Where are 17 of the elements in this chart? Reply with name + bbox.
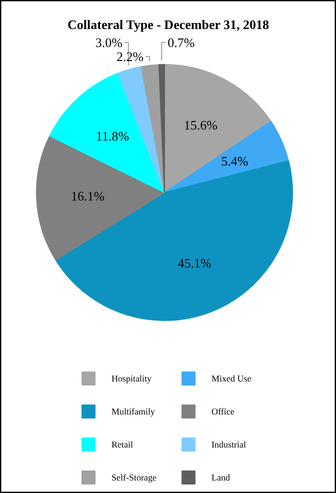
- data-label: 0.7%: [168, 35, 195, 50]
- data-label: 3.0%: [95, 35, 123, 50]
- chart-title: Collateral Type - December 31, 2018: [68, 17, 270, 32]
- data-label: 2.2%: [116, 49, 144, 64]
- data-label: 11.8%: [96, 128, 130, 144]
- data-label: 15.6%: [184, 117, 218, 132]
- legend-label: Mixed Use: [212, 374, 252, 384]
- legend-label: Multifamily: [112, 406, 156, 416]
- data-label: 45.1%: [178, 256, 212, 271]
- legend-label: Retail: [112, 440, 134, 450]
- data-label: 16.1%: [71, 188, 105, 204]
- legend-label: Land: [212, 472, 230, 482]
- legend-label: Industrial: [212, 440, 246, 450]
- legend-label: Hospitality: [112, 374, 152, 384]
- legend-label: Office: [212, 406, 234, 416]
- legend-label: Self-Storage: [112, 472, 156, 482]
- data-label: 5.4%: [221, 154, 248, 169]
